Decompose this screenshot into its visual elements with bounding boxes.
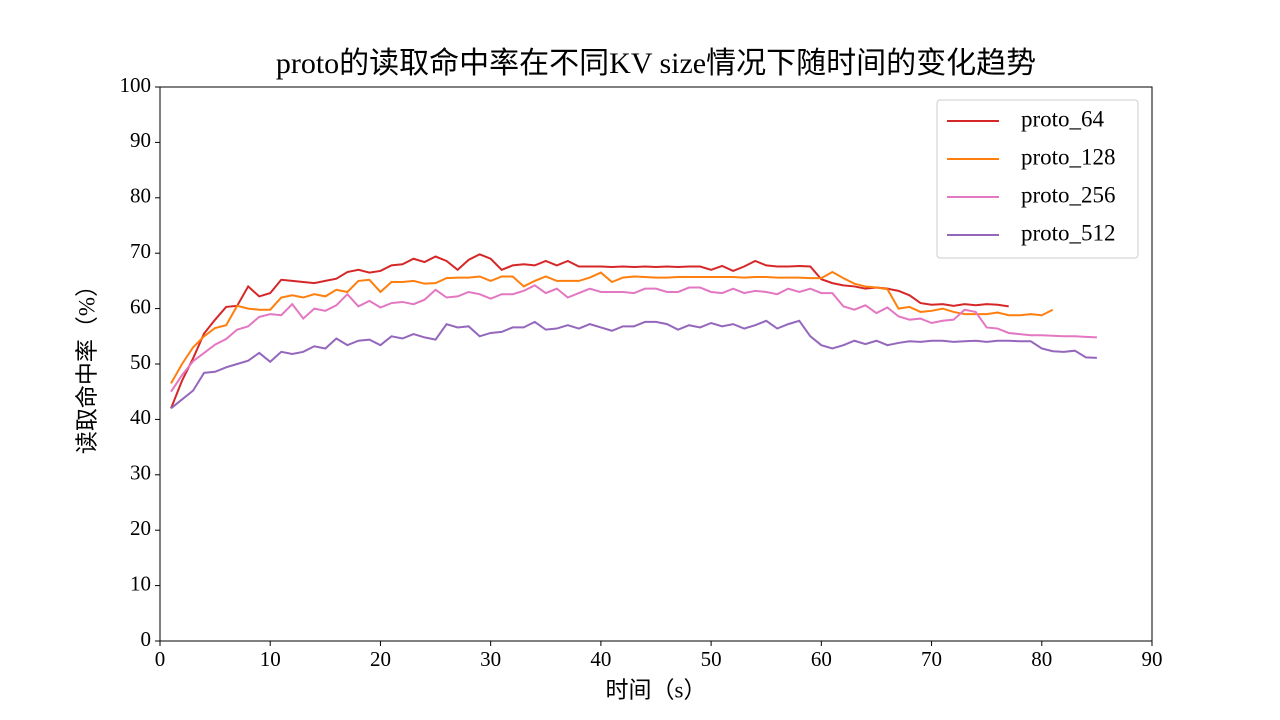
x-axis-label: 时间（s） (606, 677, 707, 702)
y-axis-label: 读取命中率（%） (74, 274, 99, 454)
series-line (170, 270, 1054, 384)
y-tick-label: 10 (130, 571, 151, 595)
x-tick-label: 80 (1031, 647, 1052, 671)
x-tick-label: 40 (590, 647, 611, 671)
series-line (170, 284, 1097, 393)
legend-label: proto_512 (1021, 220, 1116, 245)
y-tick-label: 0 (141, 627, 152, 651)
series-line (170, 319, 1097, 410)
x-tick-label: 20 (370, 647, 391, 671)
y-tick-label: 40 (130, 405, 151, 429)
x-tick-label: 90 (1142, 647, 1163, 671)
x-tick-label: 10 (260, 647, 281, 671)
x-tick-label: 30 (480, 647, 501, 671)
legend-label: proto_64 (1021, 106, 1105, 131)
y-tick-label: 20 (130, 516, 151, 540)
y-tick-label: 50 (130, 350, 151, 374)
x-tick-label: 50 (701, 647, 722, 671)
plot-frame (159, 86, 1153, 642)
legend-label: proto_256 (1021, 182, 1116, 207)
chart-title: proto的读取命中率在不同KV size情况下随时间的变化趋势 (276, 47, 1036, 80)
y-tick-label: 70 (130, 239, 151, 263)
x-tick-label: 0 (155, 647, 166, 671)
series-line (170, 253, 1009, 409)
y-tick-label: 90 (130, 128, 151, 152)
y-tick-label: 100 (120, 73, 152, 97)
y-tick-label: 30 (130, 461, 151, 485)
legend-label: proto_128 (1021, 144, 1116, 169)
y-tick-label: 60 (130, 294, 151, 318)
x-tick-label: 60 (811, 647, 832, 671)
legend-box (936, 99, 1139, 259)
y-tick-label: 80 (130, 184, 151, 208)
x-tick-label: 70 (921, 647, 942, 671)
